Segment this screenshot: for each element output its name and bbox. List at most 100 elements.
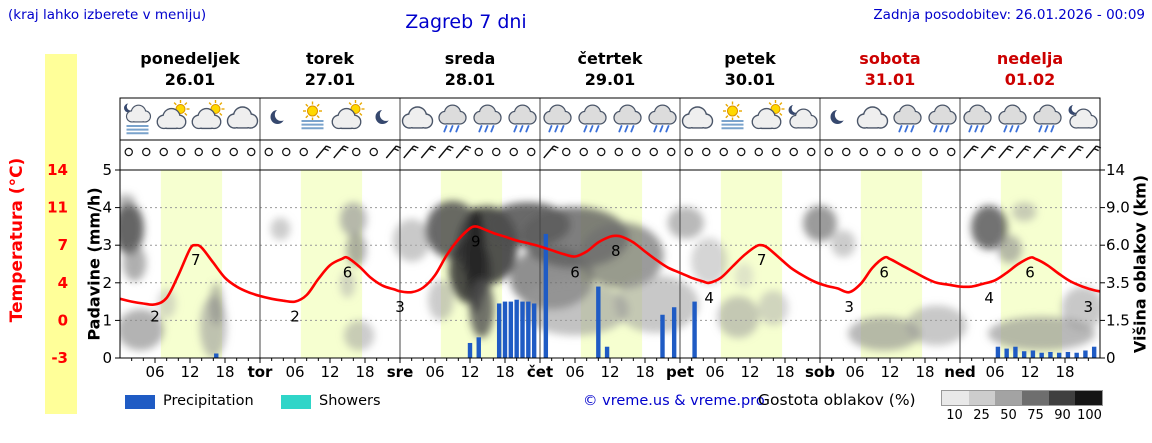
wind-barb — [998, 145, 1014, 159]
precipitation-bar — [1074, 352, 1079, 358]
cloud-cover-blob — [120, 194, 136, 208]
temperature-tick-label: 7 — [58, 236, 68, 254]
day-date-label: 01.02 — [1005, 70, 1056, 89]
cloud-cover-blob — [579, 222, 664, 289]
wind-calm-icon — [649, 147, 658, 157]
cloud-cover-blob — [122, 245, 147, 282]
weather-icon-moon — [375, 108, 393, 124]
temperature-tick-label: -3 — [51, 349, 68, 367]
hour-label: 12 — [180, 363, 199, 381]
precipitation-bar — [1004, 348, 1009, 358]
cloud-cover-blob — [521, 282, 629, 336]
cloud-cover-blob — [469, 278, 494, 338]
temperature-value-label: 2 — [150, 308, 160, 326]
temperature-value-label: 7 — [757, 251, 767, 269]
temperature-axis-strip — [45, 54, 77, 414]
day-name-label: sreda — [445, 49, 496, 68]
precipitation-tick-label: 0 — [102, 349, 112, 367]
weather-icon-rain-cloud — [928, 104, 957, 133]
density-segment — [995, 391, 1023, 405]
cloud-cover-blob — [120, 203, 144, 255]
hour-label: 06 — [565, 363, 584, 381]
hour-label: 12 — [880, 363, 899, 381]
density-tick-label: 50 — [1000, 408, 1017, 423]
precipitation-bar — [514, 299, 519, 358]
precipitation-bar — [671, 307, 677, 358]
wind-calm-icon — [352, 147, 361, 157]
density-segment — [1022, 391, 1049, 405]
wind-barb — [543, 145, 559, 159]
precipitation-bar — [1091, 346, 1097, 358]
copyright-link[interactable]: © vreme.us & vreme.pro — [583, 393, 765, 409]
weather-icon-sun-cloud — [751, 100, 785, 130]
cloud-cover-blob — [734, 263, 754, 289]
temperature-value-label: 9 — [471, 232, 481, 250]
day-abbrev-label: pet — [666, 363, 694, 381]
density-tick-label: 100 — [1077, 408, 1102, 423]
precipitation-bar — [1056, 352, 1062, 358]
temperature-curve — [120, 225, 1100, 307]
temperature-value-label: 6 — [1025, 264, 1035, 282]
cloud-cover-blob — [157, 288, 177, 319]
day-separators — [259, 98, 961, 358]
weather-icon-cloud — [681, 106, 714, 129]
cloud-height-tick-labels: 14 9.0 6.0 3.5 1.5 0 — [1106, 161, 1130, 367]
showers-swatch — [281, 395, 311, 409]
density-tick-label: 75 — [1027, 408, 1044, 423]
hour-label: 06 — [285, 363, 304, 381]
cloud-cover-blob — [339, 202, 367, 237]
density-segment — [968, 391, 996, 405]
wind-calm-icon — [719, 147, 728, 157]
density-tick-label: 90 — [1054, 408, 1071, 423]
temperature-value-label: 6 — [343, 264, 353, 282]
hour-label: 18 — [495, 363, 514, 381]
precipitation-tick-label: 3 — [102, 236, 112, 254]
cloud-cover-blob — [614, 275, 699, 333]
wind-barb — [963, 145, 979, 159]
density-segment — [1075, 391, 1103, 405]
day-date-label: 31.01 — [865, 70, 916, 89]
wind-calm-icon — [737, 147, 746, 157]
wind-calm-icon — [579, 147, 588, 157]
hour-label: 06 — [985, 363, 1004, 381]
wind-calm-icon — [842, 147, 851, 157]
hour-label: 18 — [635, 363, 654, 381]
cloud-cover-blob — [270, 217, 291, 241]
day-date-label: 29.01 — [585, 70, 636, 89]
region-hint: (kraj lahko izberete v meniju) — [8, 7, 207, 23]
cloud-height-tick-label: 9.0 — [1106, 199, 1130, 217]
day-date-label: 27.01 — [305, 70, 356, 89]
precipitation-bar — [692, 301, 697, 358]
precipitation-bar — [476, 337, 481, 358]
weather-icon-cloud — [226, 106, 259, 129]
day-name-label: sobota — [859, 49, 920, 68]
precipitation-tick-label: 5 — [102, 161, 112, 179]
density-segment — [1048, 391, 1076, 405]
wind-calm-icon — [229, 147, 238, 157]
weather-icon-rain-cloud — [963, 104, 992, 133]
last-update-label: Zadnja posodobitev: 26.01.2026 - 00:09 — [873, 7, 1145, 23]
temperature-tick-label: 4 — [58, 274, 68, 292]
wind-calm-icon — [632, 147, 641, 157]
hour-label: 12 — [460, 363, 479, 381]
day-name-label: četrtek — [577, 49, 642, 68]
precipitation-bar — [1039, 352, 1044, 358]
precipitation-bar — [543, 233, 549, 358]
weather-icon-sun-fog — [721, 101, 744, 130]
cloud-cover-blob — [906, 305, 968, 346]
x-axis-labels: 06 12 18 06 12 18 06 12 18 06 12 18 06 12 18 06 12 18 06 12… — [145, 363, 1074, 381]
weather-icon-rain-cloud — [578, 104, 607, 133]
weather-icon-sun-cloud — [331, 100, 365, 130]
day-name-label: petek — [724, 49, 776, 68]
density-tick-label: 10 — [946, 408, 963, 423]
wind-calm-icon — [177, 147, 186, 157]
precipitation-tick-label: 4 — [102, 199, 112, 217]
wind-barb — [1050, 145, 1067, 159]
temperature-value-label: 4 — [984, 289, 994, 307]
icon-panel-frame — [119, 97, 1101, 171]
axis-ticks — [115, 169, 1105, 363]
weather-icon-rain-cloud — [508, 104, 537, 133]
precipitation-tick-label: 2 — [102, 274, 112, 292]
page-title: Zagreb 7 dni — [405, 11, 527, 33]
wind-symbols — [124, 145, 1102, 159]
